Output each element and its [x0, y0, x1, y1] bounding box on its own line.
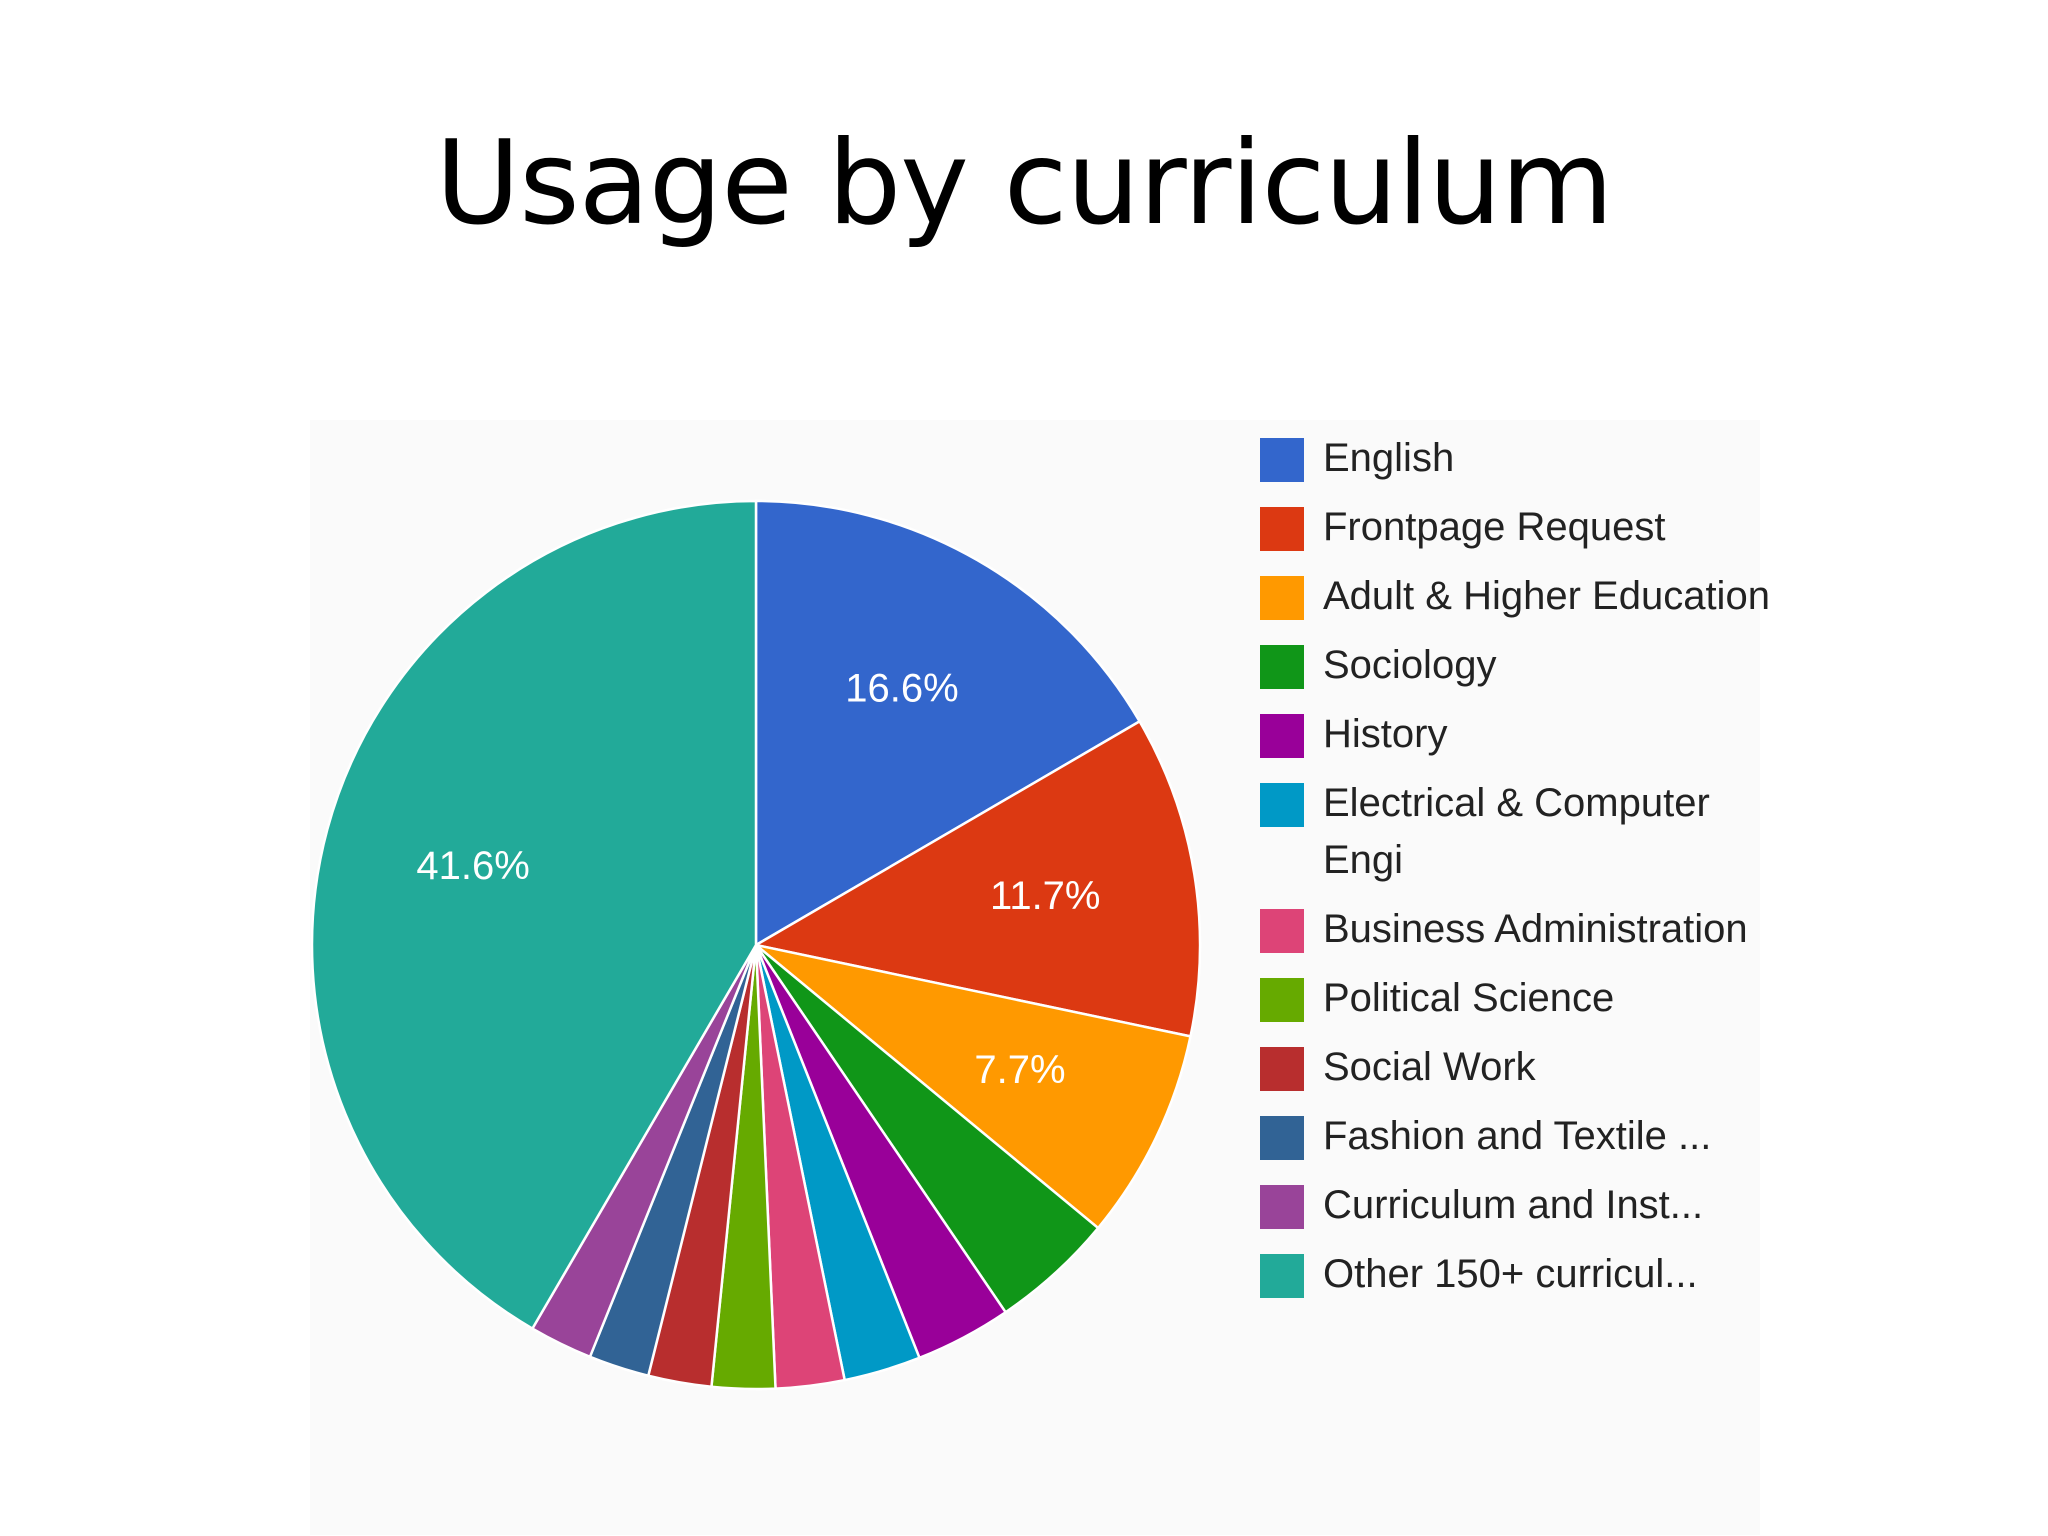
legend-label: Frontpage Request — [1323, 505, 1666, 549]
legend-label: Curriculum and Inst... — [1323, 1183, 1704, 1227]
legend-swatch — [1260, 576, 1304, 620]
legend-item-english: English — [1260, 430, 1780, 487]
slice-label-english: 16.6% — [845, 666, 958, 710]
legend-item-political-science: Political Science — [1260, 970, 1780, 1027]
legend-item-frontpage-request: Frontpage Request — [1260, 499, 1780, 556]
legend-label: Fashion and Textile ... — [1323, 1114, 1712, 1158]
legend-swatch — [1260, 645, 1304, 689]
pie-slice-frontpage-request — [752, 719, 1202, 1038]
legend-swatch — [1260, 714, 1304, 758]
legend-swatch — [1260, 909, 1304, 953]
slice-label-other-150-curricul: 41.6% — [416, 844, 529, 888]
legend-item-history: History — [1260, 706, 1780, 763]
legend-label: Sociology — [1323, 643, 1497, 687]
legend-label: Business Administration — [1323, 907, 1748, 951]
legend-item-adult-higher-education: Adult & Higher Education — [1260, 568, 1780, 625]
legend-item-fashion-and-textile: Fashion and Textile ... — [1260, 1108, 1780, 1165]
legend-swatch — [1260, 507, 1304, 551]
legend-swatch — [1260, 1116, 1304, 1160]
pie-slice-other-150-curricul — [310, 499, 758, 1331]
legend-item-other-150-curricul: Other 150+ curricul... — [1260, 1246, 1780, 1303]
legend-swatch — [1260, 783, 1304, 827]
legend-item-sociology: Sociology — [1260, 637, 1780, 694]
legend-label: Political Science — [1323, 976, 1615, 1020]
legend-label: English — [1323, 436, 1455, 480]
legend-swatch — [1260, 438, 1304, 482]
slice-label-adult-higher-education: 7.7% — [974, 1048, 1065, 1092]
legend-label: Adult & Higher Education — [1323, 574, 1770, 618]
legend-label: Electrical & Computer Engi — [1323, 781, 1710, 882]
slice-label-frontpage-request: 11.7% — [990, 874, 1100, 918]
legend-swatch — [1260, 978, 1304, 1022]
legend-swatch — [1260, 1185, 1304, 1229]
pie-slice-english — [754, 499, 1142, 948]
legend-item-electrical-computer-engi: Electrical & Computer Engi — [1260, 775, 1780, 889]
legend-item-business-administration: Business Administration — [1260, 901, 1780, 958]
legend-label: Other 150+ curricul... — [1323, 1252, 1698, 1296]
legend-label: Social Work — [1323, 1045, 1536, 1089]
slide-title: Usage by curriculum — [435, 116, 1613, 251]
legend-item-curriculum-and-inst: Curriculum and Inst... — [1260, 1177, 1780, 1234]
legend-label: History — [1323, 712, 1448, 756]
legend-swatch — [1260, 1254, 1304, 1298]
pie-slice-adult-higher-education — [755, 943, 1192, 1230]
legend-swatch — [1260, 1047, 1304, 1091]
legend-item-social-work: Social Work — [1260, 1039, 1780, 1096]
chart-legend: English Frontpage Request Adult & Higher E… — [1260, 430, 1780, 1315]
